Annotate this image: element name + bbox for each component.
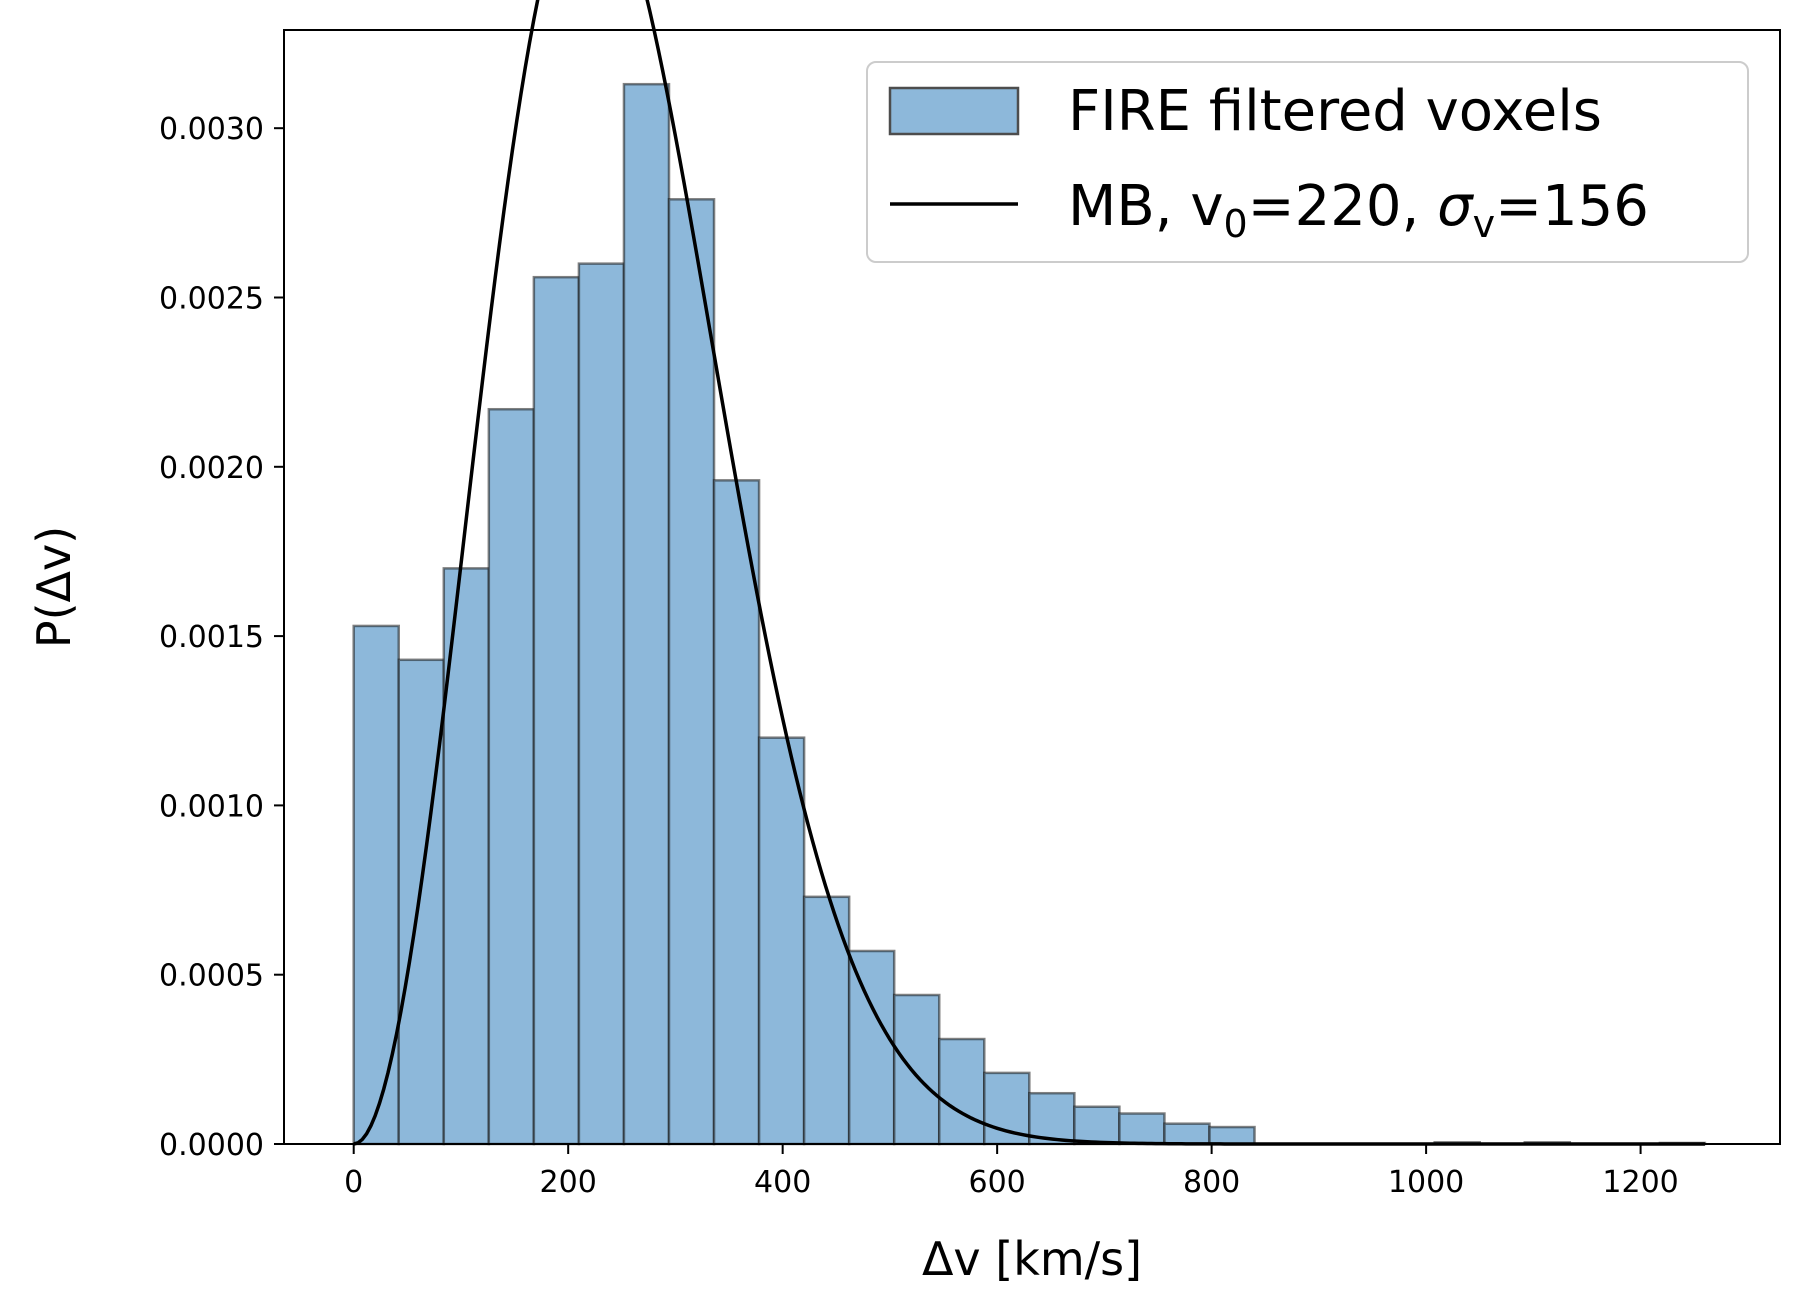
histogram-bars [352,82,1707,1146]
histogram-bar [1028,1091,1076,1146]
histogram-bar [667,198,716,1146]
legend: FIRE filtered voxels MB, v0=220, σv=156 [866,61,1749,263]
x-tick-label: 0 [344,1165,363,1200]
y-tick-label: 0.0015 [159,620,264,655]
x-tick-label: 1000 [1388,1165,1464,1200]
plot-frame [283,29,1781,1145]
y-tick-label: 0.0010 [159,789,264,824]
legend-box [866,61,1749,263]
histogram-bar [937,1037,986,1146]
y-tick-label: 0.0005 [159,959,264,994]
histogram-bar [1163,1122,1211,1146]
histogram-bar [487,407,536,1146]
histogram-bar [532,275,581,1146]
x-tick-label: 600 [969,1165,1026,1200]
y-axis-ticks: 0.0000 0.0005 0.0010 0.0015 0.0020 0.0025 0.00… [159,112,284,1163]
x-axis-title: Δv [km/s] [922,1232,1142,1286]
histogram-bar [1118,1112,1166,1146]
legend-curve-label: MB, v0=220, σv=156 [1068,174,1649,246]
histogram-bar [892,993,941,1146]
y-tick-label: 0.0030 [159,112,264,147]
legend-hist-swatch [888,86,1020,136]
x-axis-ticks: 0 200 400 600 800 1000 1200 [344,1144,1679,1200]
histogram-bar [757,736,806,1146]
histogram-bar [712,479,761,1146]
histogram-bar [1208,1125,1256,1146]
legend-hist-label: FIRE filtered voxels [1068,79,1602,144]
histogram-bar [847,949,896,1146]
y-axis-title: P(Δv) [27,526,81,648]
x-tick-label: 1200 [1602,1165,1678,1200]
x-tick-label: 400 [754,1165,811,1200]
y-tick-label: 0.0020 [159,451,264,486]
histogram-bar [577,262,626,1146]
histogram-bar [1073,1105,1121,1146]
histogram-bar [352,624,400,1146]
x-tick-label: 200 [540,1165,597,1200]
y-tick-label: 0.0025 [159,281,264,316]
y-tick-label: 0.0000 [159,1128,264,1163]
histogram-bar [622,82,671,1146]
x-tick-label: 800 [1183,1165,1240,1200]
histogram-bar [397,658,446,1146]
